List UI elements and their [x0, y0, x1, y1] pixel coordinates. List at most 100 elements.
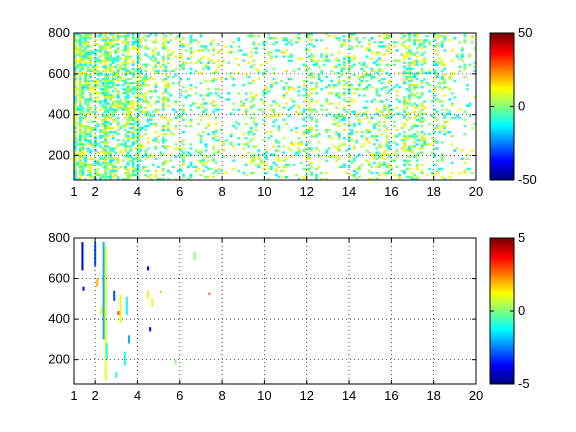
- heatmap-cell: [149, 173, 153, 177]
- heatmap-cell: [79, 143, 82, 146]
- heatmap-cell: [207, 155, 210, 158]
- heatmap-cell: [109, 47, 112, 50]
- heatmap-cell: [252, 133, 256, 136]
- heatmap-cell: [413, 141, 416, 144]
- heatmap-cell: [124, 43, 128, 46]
- heatmap-cell: [370, 153, 374, 156]
- heatmap-cell: [365, 116, 369, 120]
- heatmap-cell: [378, 69, 381, 73]
- heatmap-cell: [79, 165, 82, 169]
- heatmap-cell: [89, 131, 92, 134]
- colorbar-swatch: [490, 281, 514, 285]
- heatmap-cell: [405, 135, 409, 138]
- heatmap-cell: [96, 57, 100, 60]
- heatmap-cell: [433, 35, 437, 38]
- heatmap-cell: [169, 39, 173, 42]
- colorbar-swatch: [490, 95, 514, 98]
- heatmap-cell: [79, 86, 82, 89]
- heatmap-cell: [119, 151, 123, 154]
- heatmap-cell: [111, 65, 115, 69]
- heatmap-cell: [460, 157, 464, 160]
- colorbar-swatch: [490, 306, 514, 310]
- heatmap-cell: [114, 49, 118, 52]
- heatmap-cell: [310, 161, 313, 164]
- heatmap-cell: [124, 39, 128, 42]
- heatmap-cell: [109, 69, 112, 73]
- heatmap-cell: [342, 43, 346, 46]
- heatmap-cell: [161, 145, 165, 148]
- colorbar-swatch: [490, 365, 514, 369]
- heatmap-cell: [317, 141, 321, 144]
- heatmap-cell: [79, 124, 82, 128]
- heatmap-cell: [124, 69, 128, 73]
- heatmap-cell: [325, 177, 329, 180]
- heatmap-cell: [380, 155, 384, 158]
- heatmap-cell: [300, 161, 303, 164]
- heatmap-cell: [131, 71, 135, 75]
- heatmap-cell: [74, 159, 77, 162]
- heatmap-cell: [420, 47, 424, 50]
- heatmap-cell: [101, 149, 105, 152]
- heatmap-cell: [287, 86, 291, 89]
- heatmap-cell: [129, 149, 133, 152]
- colorbar-swatch: [490, 134, 514, 137]
- colorbar-swatch: [490, 311, 514, 314]
- heatmap-cell: [76, 108, 80, 111]
- heatmap-cell: [131, 35, 135, 38]
- heatmap-cell: [131, 47, 135, 50]
- heatmap-cell: [378, 100, 381, 103]
- heatmap-cells: [81, 242, 211, 380]
- heatmap-cell: [352, 159, 356, 162]
- heatmap-cell: [282, 86, 286, 89]
- heatmap-cell: [285, 165, 288, 169]
- colorbar-tick-label: 0: [518, 99, 525, 114]
- heatmap-cell: [182, 153, 185, 156]
- heatmap-cell: [131, 75, 135, 79]
- heatmap-cell: [136, 133, 140, 136]
- heatmap-cell: [111, 69, 115, 73]
- heatmap-cell: [252, 157, 256, 160]
- heatmap-cell: [305, 147, 308, 150]
- heatmap-segment: [193, 252, 196, 261]
- heatmap-cell: [465, 84, 469, 87]
- heatmap-cell: [74, 98, 77, 101]
- heatmap-cell: [194, 86, 198, 89]
- heatmap-cell: [151, 163, 155, 167]
- heatmap-cell: [408, 73, 411, 77]
- heatmap-cell: [214, 169, 218, 173]
- heatmap-cell: [415, 163, 419, 167]
- colorbar-swatch: [490, 33, 514, 36]
- heatmap-cell: [184, 124, 188, 128]
- heatmap-cell: [104, 163, 107, 167]
- heatmap-cell: [161, 100, 165, 103]
- heatmap-cell: [367, 169, 371, 173]
- heatmap-cell: [119, 77, 123, 81]
- heatmap-cell: [136, 143, 140, 146]
- heatmap-cell: [249, 65, 253, 69]
- heatmap-cell: [96, 163, 100, 167]
- heatmap-cell: [114, 59, 118, 62]
- heatmap-cell: [285, 102, 288, 105]
- heatmap-cell: [347, 124, 351, 128]
- heatmap-cell: [337, 114, 341, 118]
- heatmap-cell: [269, 104, 273, 107]
- heatmap-cell: [134, 128, 138, 132]
- heatmap-cell: [124, 45, 128, 48]
- heatmap-cell: [337, 147, 341, 150]
- heatmap-cell: [385, 165, 389, 169]
- heatmap-cell: [385, 137, 389, 140]
- colorbar-swatch: [490, 336, 514, 339]
- heatmap-cell: [86, 100, 90, 103]
- heatmap-cell: [101, 114, 105, 118]
- axes-frame: [73, 237, 477, 385]
- heatmap-cell: [448, 98, 452, 101]
- heatmap-cell: [440, 128, 444, 132]
- heatmap-cell: [104, 110, 107, 113]
- heatmap-cell: [385, 135, 389, 138]
- heatmap-cell: [96, 43, 100, 46]
- heatmap-cell: [114, 110, 118, 113]
- heatmap-cell: [272, 110, 276, 113]
- heatmap-cell: [136, 169, 140, 173]
- heatmap-cell: [370, 171, 374, 175]
- heatmap-cell: [347, 67, 351, 71]
